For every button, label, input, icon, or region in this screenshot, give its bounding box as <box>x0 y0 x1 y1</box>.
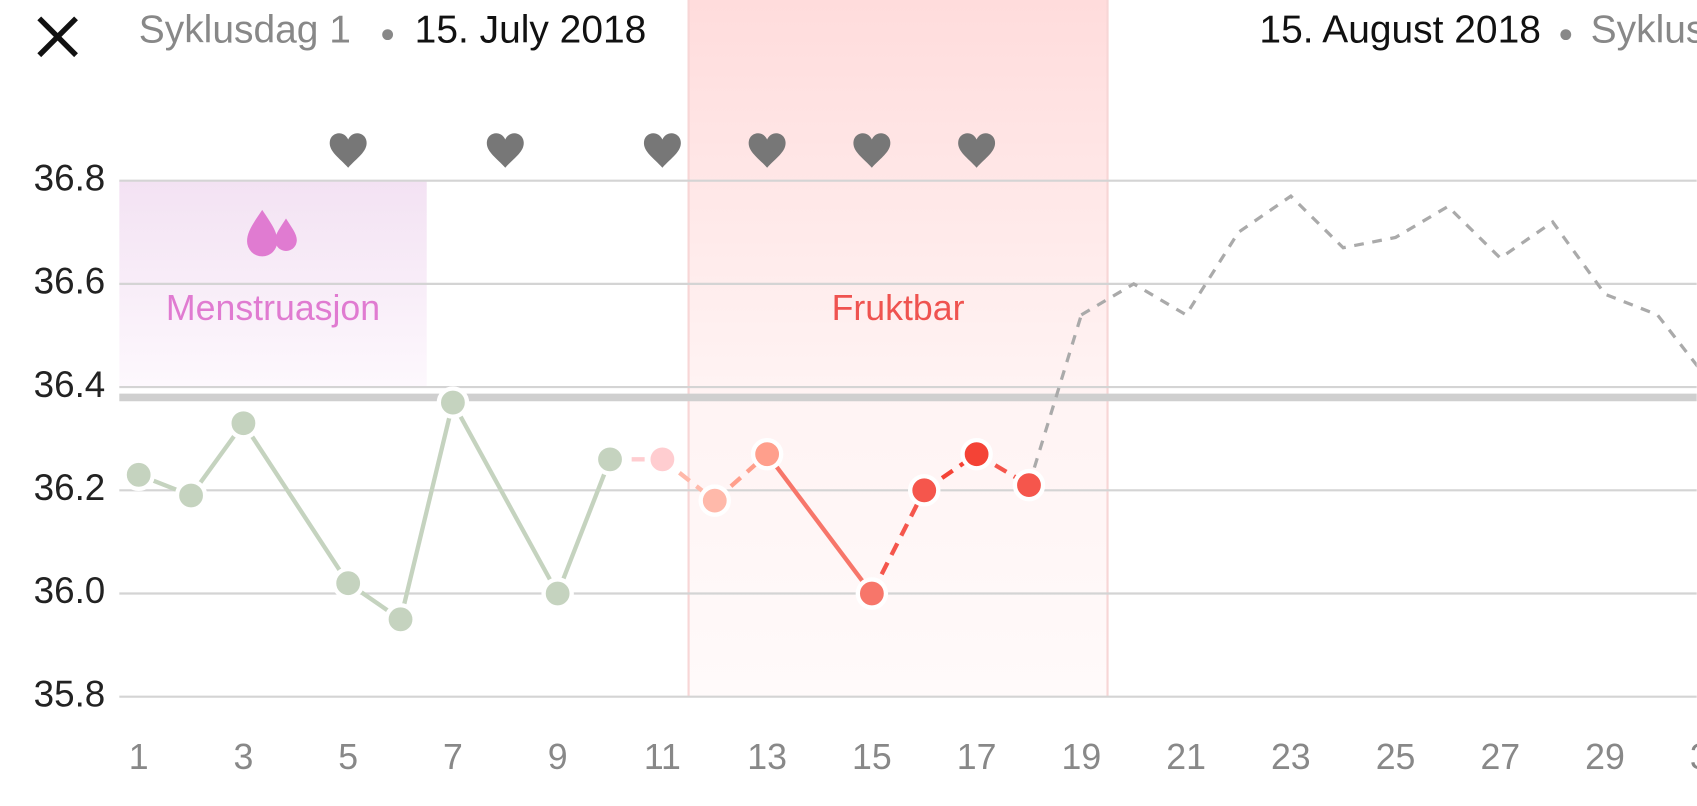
x-tick-label: 7 <box>443 737 463 777</box>
x-tick-label: 23 <box>1271 737 1311 777</box>
heart-icon <box>643 133 681 168</box>
forecast-connector <box>1027 314 1083 486</box>
y-tick-label: 36.2 <box>34 467 106 508</box>
temperature-point <box>541 577 574 610</box>
y-tick-label: 36.8 <box>34 157 106 198</box>
temperature-point <box>593 443 627 476</box>
temperature-point <box>1012 468 1046 502</box>
temperature-point <box>960 437 993 471</box>
temperature-point <box>384 603 417 636</box>
x-tick-label: 15 <box>852 737 892 777</box>
phase-label: Fruktbar <box>832 288 965 328</box>
temperature-point <box>908 474 941 507</box>
y-tick-label: 36.0 <box>34 570 106 611</box>
drop-icon <box>275 218 297 251</box>
heart-icon <box>486 133 524 168</box>
temperature-segment <box>451 401 560 595</box>
temperature-point <box>436 386 470 419</box>
temperature-point <box>331 566 365 600</box>
x-tick-label: 25 <box>1376 737 1416 777</box>
x-tick-label: 1 <box>129 737 149 777</box>
close-button[interactable] <box>37 16 78 58</box>
x-tick-label: 3 <box>234 737 254 777</box>
x-tick-label: 27 <box>1480 737 1520 777</box>
date: 15. August 2018 <box>1259 9 1540 52</box>
temperature-segment <box>241 422 350 585</box>
temperature-segment <box>869 489 927 595</box>
x-tick-label: 31 <box>1690 737 1697 777</box>
x-tick-label: 21 <box>1166 737 1206 777</box>
temperature-point <box>855 577 889 610</box>
temperature-point <box>227 406 260 440</box>
cycle-day: Syklusdag 1 <box>139 9 351 52</box>
separator <box>382 29 394 41</box>
temperature-point <box>174 479 208 512</box>
date: 15. July 2018 <box>415 9 647 52</box>
temperature-point <box>122 458 155 492</box>
phase-label: Menstruasjon <box>166 288 380 328</box>
drop-icon <box>247 209 278 257</box>
x-tick-label: 29 <box>1585 737 1625 777</box>
x-tick-label: 17 <box>957 737 997 777</box>
heart-icon <box>329 133 367 168</box>
separator <box>1560 29 1572 41</box>
temperature-segment <box>765 452 874 595</box>
y-tick-label: 35.8 <box>34 673 106 714</box>
y-tick-label: 36.6 <box>34 261 106 302</box>
x-tick-label: 5 <box>338 737 358 777</box>
x-tick-label: 11 <box>644 737 681 777</box>
temperature-point <box>698 484 731 517</box>
cycle-day: Syklus <box>1591 9 1697 52</box>
x-tick-label: 13 <box>747 737 787 777</box>
temperature-segment <box>555 458 613 595</box>
phase-band <box>688 0 1108 697</box>
y-tick-label: 36.4 <box>34 364 106 405</box>
close-icon[interactable] <box>37 16 78 58</box>
heart-icon <box>853 133 891 168</box>
heart-icon <box>748 133 786 168</box>
temperature-point <box>646 443 679 476</box>
x-tick-label: 19 <box>1061 737 1101 777</box>
heart-icon <box>958 133 996 168</box>
temperature-segment <box>398 402 456 620</box>
x-tick-label: 9 <box>548 737 568 777</box>
temperature-point <box>750 437 784 471</box>
forecast-line <box>1080 194 1697 368</box>
